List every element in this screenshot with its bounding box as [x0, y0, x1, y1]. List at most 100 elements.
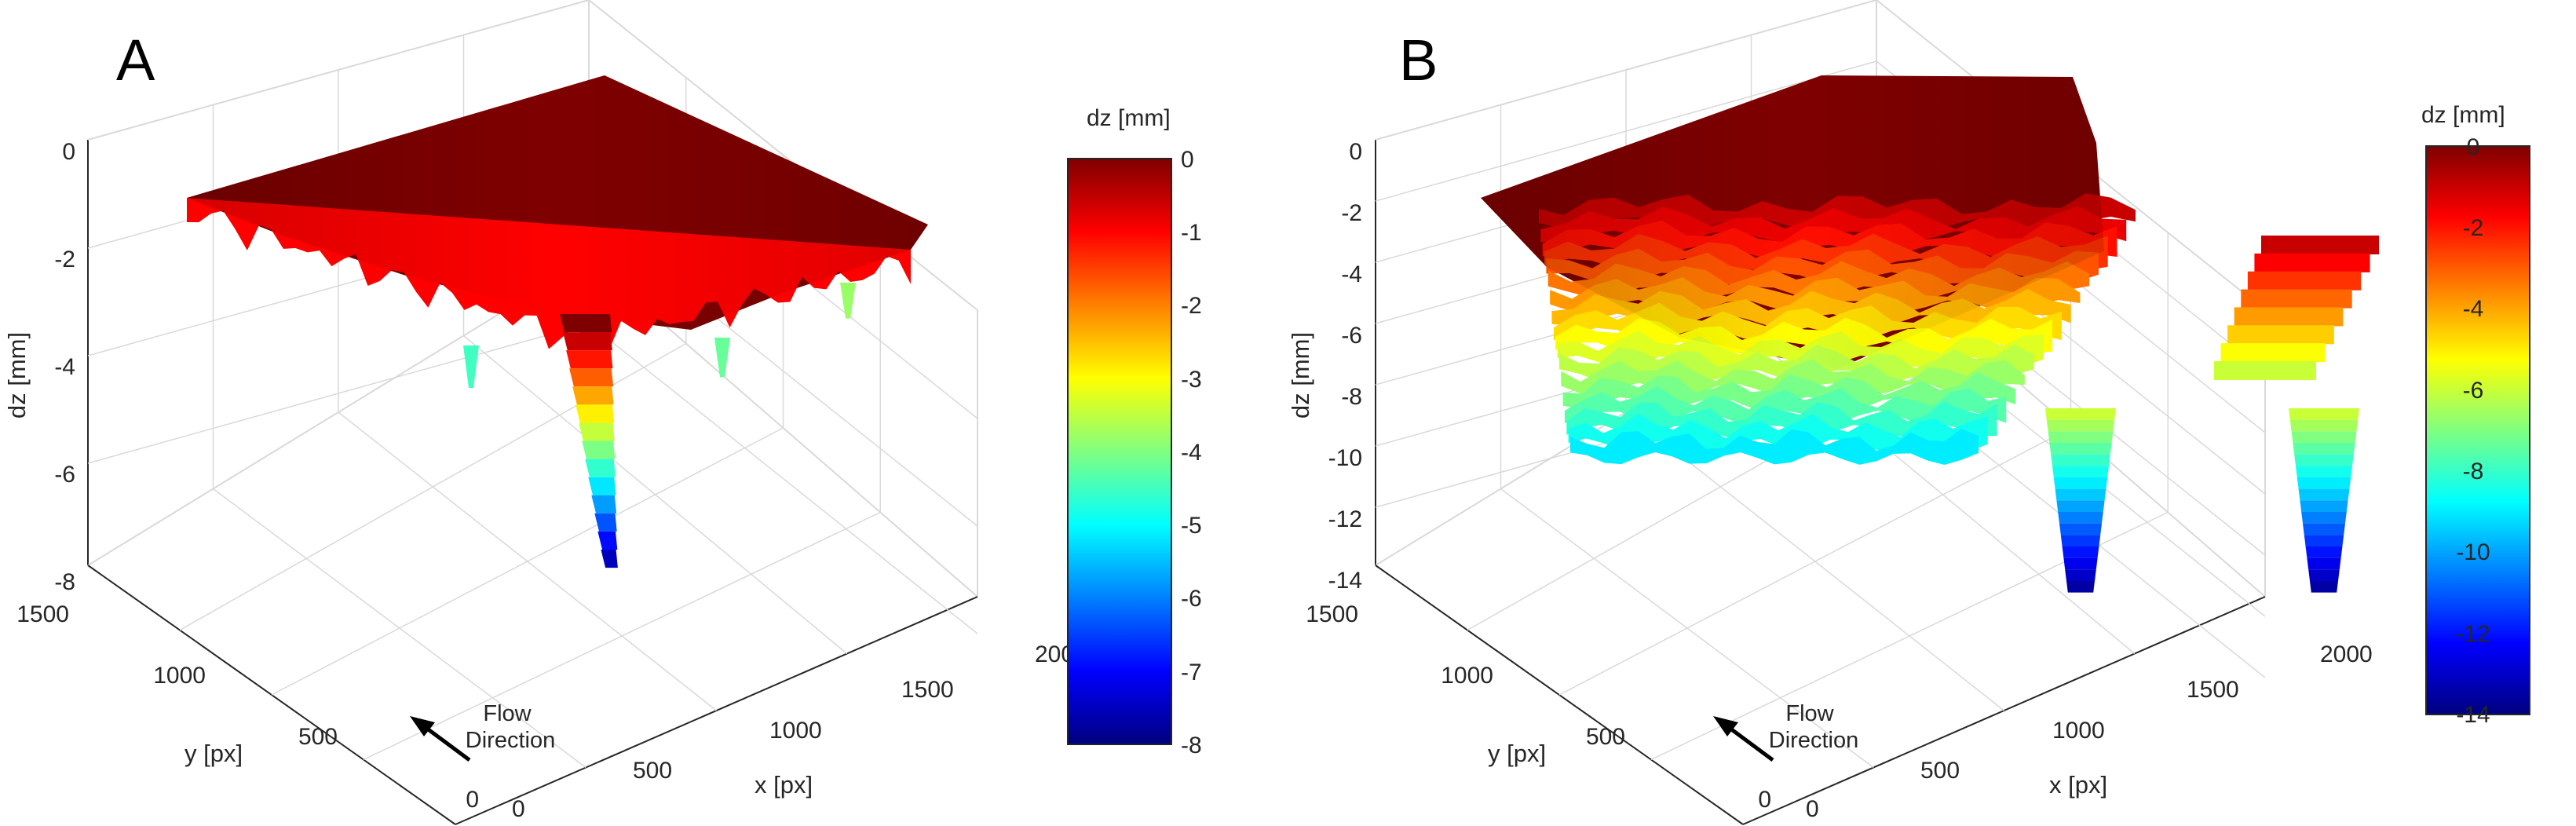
colorbar-tick: -4: [2463, 296, 2484, 322]
scour-hole-band: [569, 368, 614, 387]
y-tick: 500: [298, 724, 338, 750]
scour-hole-band: [2289, 408, 2359, 420]
panel-a-x-axis-label: x [px]: [755, 771, 813, 799]
colorbar-a-ticks: 0 -1 -2 -3 -4 -5 -6 -7 -8: [1181, 147, 1202, 758]
panel-b: B 0 -2 -4 -6 -8 -10 -12 -14 dz [mm] 1500…: [1287, 0, 2530, 825]
surface-wall: [2261, 236, 2379, 254]
scour-hole-band: [2307, 557, 2341, 570]
panel-a-surface: [187, 75, 928, 568]
scour-hole-band: [2291, 431, 2357, 443]
z-tick: -2: [1341, 200, 1362, 226]
panel-b-z-ticks: 0 -2 -4 -6 -8 -10 -12 -14: [1328, 139, 1362, 594]
colorbar-a-bar: [1067, 158, 1172, 745]
colorbar-tick: -2: [2463, 215, 2484, 241]
scour-hole-band: [2293, 443, 2355, 455]
scour-hole-band: [2289, 419, 2359, 432]
surface-wall: [2254, 253, 2370, 272]
flow-label-line1: Flow: [1785, 701, 1834, 726]
grid-line: [363, 511, 881, 761]
panel-a-z-ticks: 0 -2 -4 -6 -8: [54, 139, 75, 595]
z-tick: 0: [1349, 139, 1362, 165]
surface-wall: [2214, 361, 2316, 380]
x-tick: 1000: [2052, 718, 2105, 744]
colorbar-tick: -5: [1181, 513, 1202, 539]
scour-hole-band: [2048, 431, 2114, 443]
minor-hole: [463, 345, 479, 388]
scour-hole-band: [2305, 546, 2343, 558]
y-tick: 1000: [1441, 663, 1493, 689]
surface-wall: [2220, 343, 2326, 363]
flow-arrow-head-icon: [410, 716, 435, 736]
flow-label-line2: Direction: [1769, 728, 1858, 753]
panel-b-x-ticks: 0 500 1000 1500 2000: [1806, 641, 2373, 822]
flow-label-line2: Direction: [466, 728, 555, 753]
scour-hole-band: [2063, 557, 2098, 570]
x-tick: 0: [1806, 796, 1819, 822]
scour-hole-band: [2056, 500, 2105, 512]
scour-hole-band: [591, 495, 617, 514]
colorbar-a-title: dz [mm]: [1087, 105, 1171, 131]
scour-hole-band: [2303, 523, 2345, 535]
scour-hole-band: [560, 314, 612, 333]
flow-arrow-head-icon: [1713, 716, 1738, 736]
y-tick: 1000: [153, 663, 206, 689]
z-tick: -8: [54, 569, 75, 595]
x-tick: 1500: [901, 677, 954, 703]
z-tick: -6: [54, 462, 75, 488]
panel-b-z-axis-label: dz [mm]: [1287, 332, 1314, 418]
colorbar-tick: -1: [1181, 220, 1202, 246]
panel-b-label: B: [1399, 27, 1438, 93]
colorbar-tick: -4: [1181, 440, 1202, 466]
panel-a-y-ticks: 1500 1000 500 0: [16, 601, 479, 813]
z-tick: -4: [54, 354, 75, 380]
scour-hole-band: [563, 332, 612, 351]
panel-b-y-ticks: 1500 1000 500 0: [1306, 601, 1771, 813]
scour-hole-band: [582, 440, 616, 459]
colorbar-b-ticks: 0 -2 -4 -6 -8 -10 -12 -14: [2456, 134, 2490, 728]
y-tick: 0: [466, 787, 479, 813]
z-tick: -4: [1341, 261, 1362, 287]
scour-hole-band: [2060, 535, 2101, 546]
x-tick: 0: [512, 796, 525, 822]
z-tick: -14: [1328, 568, 1362, 594]
colorbar-tick: 0: [2467, 134, 2480, 160]
y-tick: 1500: [16, 601, 69, 627]
x-tick: 1500: [2187, 677, 2239, 703]
surface-band: [1564, 386, 2007, 424]
scour-hole-band: [2058, 512, 2103, 524]
panel-a-label: A: [116, 27, 155, 93]
surface-wall: [2241, 289, 2352, 309]
panel-a: A 0 -2 -4 -6 -8 dz [mm] 1500 1000 500 0 …: [3, 0, 1202, 825]
flow-label-line1: Flow: [483, 701, 532, 726]
scour-hole-band: [2065, 569, 2096, 581]
scour-hole-band: [2046, 419, 2115, 432]
colorbar-b-title: dz [mm]: [2421, 102, 2505, 128]
scour-hole-band: [2294, 454, 2354, 466]
panel-a-z-axis-label: dz [mm]: [3, 332, 31, 418]
scour-hole-band: [588, 477, 616, 495]
z-tick: -8: [1341, 384, 1362, 410]
surface-wall: [2227, 325, 2334, 345]
surface-wall: [2247, 271, 2362, 291]
colorbar-tick: -10: [2456, 539, 2490, 565]
surface-shade: [187, 75, 928, 330]
scour-hole-band: [579, 422, 615, 441]
scour-hole-band: [566, 350, 613, 369]
colorbar-tick: -7: [1181, 660, 1202, 685]
scour-hole: [2045, 408, 2116, 593]
z-tick: -2: [54, 247, 75, 272]
surface-wall: [2234, 307, 2344, 327]
colorbar-tick: -6: [2463, 378, 2484, 404]
colorbar-tick: 0: [1181, 147, 1194, 173]
z-tick: -10: [1328, 445, 1362, 471]
scour-hole-band: [2296, 477, 2351, 489]
scour-hole-band: [2052, 466, 2109, 477]
scour-hole-band: [585, 459, 616, 477]
scour-hole-band: [2059, 523, 2102, 535]
scour-hole-band: [597, 531, 618, 550]
panel-b-x-axis-label: x [px]: [2049, 771, 2107, 799]
scour-hole-band: [2310, 581, 2338, 593]
minor-hole: [840, 283, 856, 319]
x-tick: 500: [633, 758, 672, 784]
